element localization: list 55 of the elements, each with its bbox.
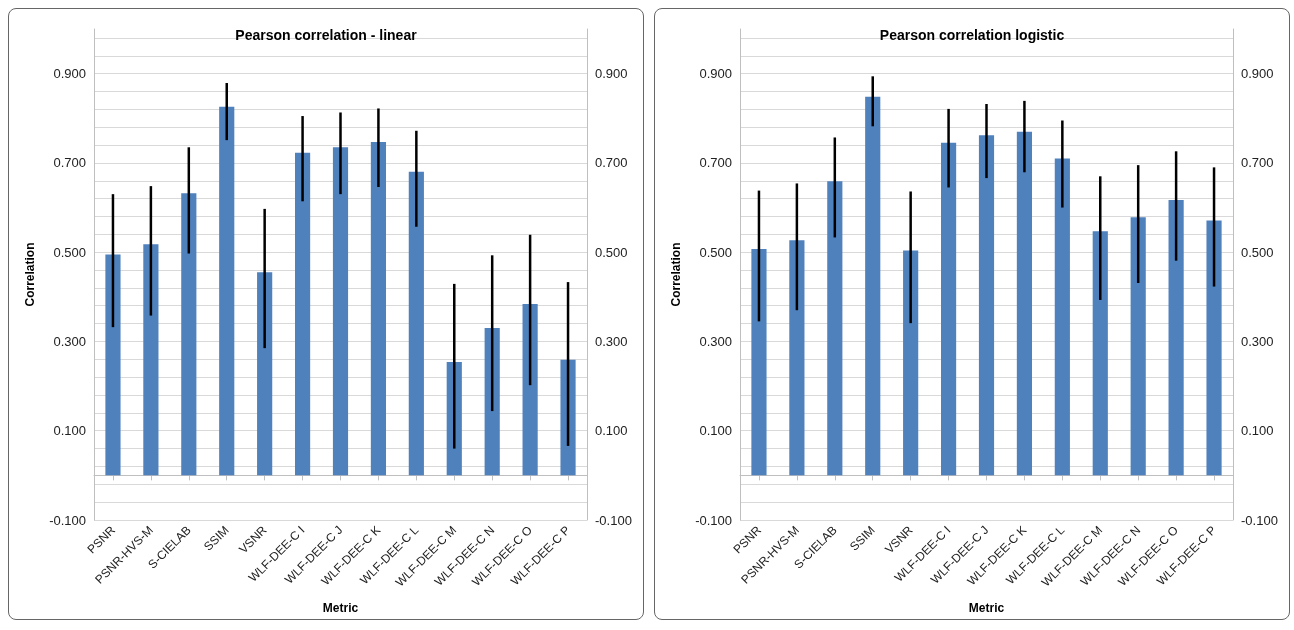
- chart-title: Pearson correlation - linear: [235, 27, 418, 43]
- bar: [294, 152, 311, 476]
- bar: [181, 193, 197, 476]
- x-axis-title: Metric: [322, 601, 359, 615]
- bar: [408, 171, 424, 476]
- y2-tick-label: 0.700: [1241, 155, 1274, 171]
- x-axis-title: Metric: [968, 601, 1005, 615]
- bar: [332, 147, 349, 476]
- bar: [560, 359, 576, 476]
- bar: [903, 250, 919, 476]
- chart-title: Pearson correlation logistic: [879, 27, 1065, 43]
- bar: [257, 272, 273, 476]
- bar: [105, 254, 121, 476]
- bar: [865, 96, 881, 476]
- y2-tick-label: 0.300: [1241, 333, 1274, 349]
- bar: [1092, 231, 1108, 476]
- y-axis-title: Correlation: [669, 242, 683, 307]
- bar: [1016, 131, 1033, 476]
- bar: [1130, 217, 1146, 476]
- y-tick-label: -0.100: [695, 512, 732, 528]
- y-tick-label: 0.700: [53, 155, 86, 171]
- bar: [1168, 199, 1184, 476]
- y-tick-label: 0.100: [699, 423, 732, 439]
- y-tick-label: 0.900: [699, 66, 732, 82]
- bar: [522, 303, 538, 476]
- y-tick-label: 0.900: [53, 66, 86, 82]
- y2-tick-label: 0.900: [595, 66, 628, 82]
- y2-tick-label: 0.100: [595, 423, 628, 439]
- y2-tick-label: 0.700: [595, 155, 628, 171]
- y2-tick-label: -0.100: [1241, 512, 1278, 528]
- bar: [1054, 158, 1070, 476]
- y-axis-title: Correlation: [23, 242, 37, 307]
- bar: [1206, 220, 1222, 476]
- y2-tick-label: 0.100: [1241, 423, 1274, 439]
- bar: [940, 142, 957, 476]
- bar: [143, 244, 159, 476]
- y-tick-label: 0.700: [699, 155, 732, 171]
- y-tick-label: 0.300: [699, 333, 732, 349]
- y2-tick-label: 0.500: [595, 244, 628, 260]
- y-tick-label: -0.100: [49, 512, 86, 528]
- y2-tick-label: 0.500: [1241, 244, 1274, 260]
- bar: [219, 106, 235, 476]
- bar: [789, 240, 805, 476]
- y2-tick-label: -0.100: [595, 512, 632, 528]
- y-tick-label: 0.100: [53, 423, 86, 439]
- y-tick-label: 0.500: [53, 244, 86, 260]
- y-tick-label: 0.300: [53, 333, 86, 349]
- bar: [827, 181, 843, 476]
- y2-tick-label: 0.300: [595, 333, 628, 349]
- bar: [370, 141, 387, 476]
- bar: [978, 135, 995, 476]
- y2-tick-label: 0.900: [1241, 66, 1274, 82]
- y-tick-label: 0.500: [699, 244, 732, 260]
- bar: [751, 249, 767, 476]
- bar: [484, 328, 500, 476]
